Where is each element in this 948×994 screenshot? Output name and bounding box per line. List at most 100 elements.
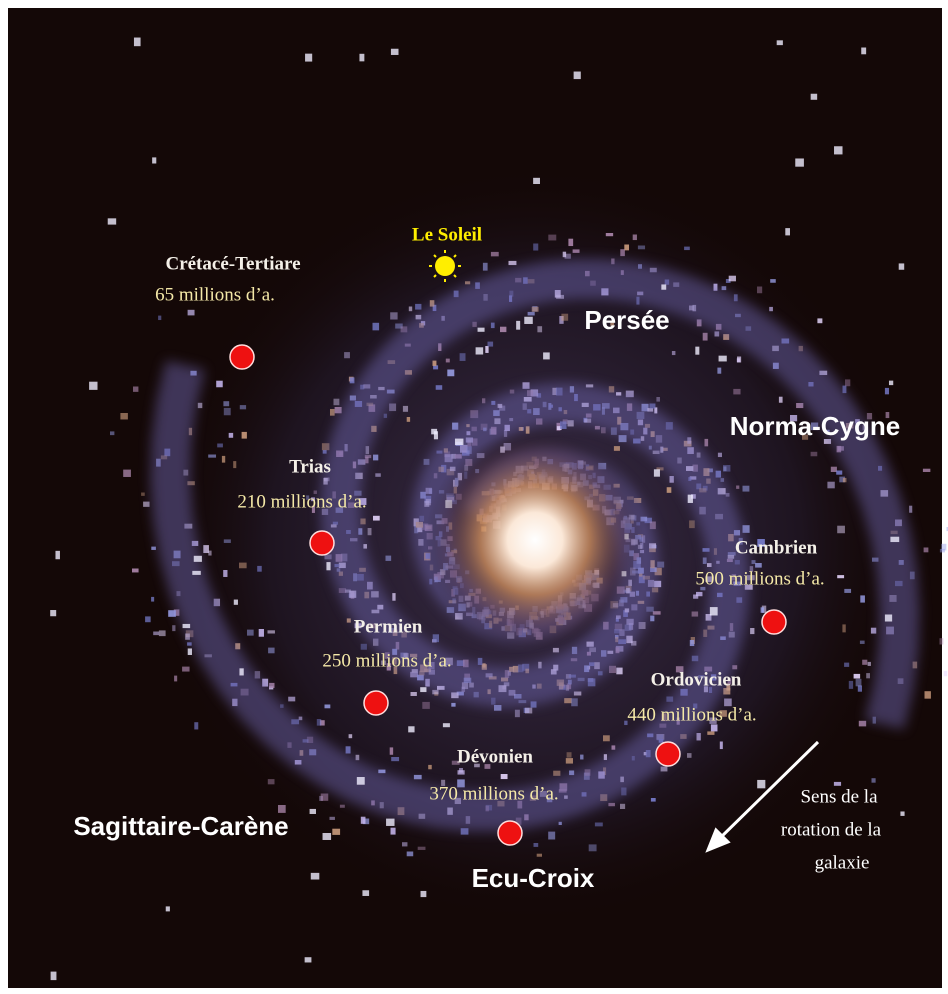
event-name: Cambrien	[735, 537, 818, 558]
star-cluster	[203, 545, 209, 553]
star-cluster	[447, 370, 454, 377]
star-cluster	[697, 733, 701, 740]
star-cluster	[182, 667, 189, 672]
star-cluster	[361, 817, 366, 824]
star	[431, 429, 437, 435]
star-cluster	[257, 566, 262, 572]
star-cluster	[553, 648, 559, 652]
star-cluster	[836, 471, 842, 475]
star-cluster	[344, 352, 350, 358]
star-cluster	[491, 323, 495, 329]
star-cluster	[566, 758, 573, 763]
star-cluster	[317, 719, 321, 726]
star-cluster	[633, 235, 637, 241]
star-cluster	[722, 286, 727, 290]
star-cluster	[390, 747, 393, 754]
star	[166, 906, 170, 911]
star-cluster	[661, 767, 668, 772]
star-cluster	[834, 782, 841, 786]
star-cluster	[909, 506, 912, 513]
star-cluster	[770, 279, 776, 283]
star-cluster	[693, 595, 698, 599]
star-cluster	[390, 312, 397, 319]
star-cluster	[110, 431, 114, 435]
star	[305, 54, 312, 62]
star	[757, 780, 765, 788]
event-age: 210 millions d’a.	[237, 491, 366, 512]
star-cluster	[862, 660, 867, 665]
star-cluster	[620, 804, 625, 809]
star-cluster	[402, 842, 407, 846]
star-cluster	[860, 595, 865, 602]
star-cluster	[515, 710, 520, 717]
star	[234, 600, 238, 605]
star	[478, 328, 485, 332]
star-cluster	[465, 281, 470, 284]
star-cluster	[711, 724, 718, 731]
star	[443, 723, 450, 727]
event-name: Crétacé-Tertiare	[165, 253, 300, 274]
star	[188, 648, 192, 655]
star	[55, 551, 59, 559]
star-cluster	[689, 520, 695, 528]
star-cluster	[743, 525, 750, 533]
star-cluster	[837, 526, 845, 534]
star-cluster	[528, 312, 535, 316]
star-cluster	[690, 640, 694, 646]
star	[889, 381, 893, 385]
star-cluster	[483, 263, 488, 271]
star-cluster	[174, 676, 177, 682]
star	[695, 347, 699, 355]
event-name: Dévonien	[457, 746, 533, 767]
star	[391, 49, 399, 55]
star-cluster	[860, 641, 865, 644]
star-cluster	[854, 674, 861, 679]
star-cluster	[656, 397, 660, 402]
star-cluster	[845, 379, 850, 386]
star-cluster	[373, 516, 380, 521]
star	[194, 556, 202, 562]
star-cluster	[755, 563, 762, 568]
star-cluster	[548, 235, 556, 241]
sun-label: Le Soleil	[412, 224, 482, 245]
star-cluster	[548, 832, 555, 840]
star	[305, 957, 312, 962]
star-cluster	[268, 779, 275, 784]
star-cluster	[224, 408, 231, 415]
star-cluster	[240, 405, 246, 409]
star	[192, 571, 201, 575]
star-cluster	[428, 765, 432, 769]
star-cluster	[349, 734, 353, 738]
star-cluster	[868, 662, 871, 666]
star-cluster	[409, 307, 412, 312]
star	[239, 668, 243, 675]
star-cluster	[330, 409, 335, 416]
star-cluster	[361, 644, 367, 650]
event-age: 65 millions d’a.	[155, 284, 275, 305]
event-dot	[498, 821, 522, 845]
star-cluster	[239, 563, 247, 569]
star-cluster	[537, 326, 542, 332]
star-cluster	[340, 805, 345, 808]
star	[890, 537, 899, 542]
star-cluster	[705, 439, 709, 446]
event-name: Permien	[354, 616, 423, 637]
star-cluster	[651, 798, 656, 802]
star-cluster	[459, 768, 463, 773]
star	[654, 469, 660, 476]
star	[900, 811, 904, 815]
star-cluster	[151, 597, 154, 602]
star	[524, 317, 533, 324]
star-cluster	[216, 381, 223, 388]
star-cluster	[811, 452, 818, 456]
star-cluster	[143, 502, 149, 507]
star-cluster	[707, 731, 714, 734]
galaxy-diagram: Le Soleil Crétacé-Tertiare 65 millions d’…	[0, 0, 948, 994]
star-cluster	[844, 663, 849, 667]
star-cluster	[872, 778, 876, 782]
star	[574, 72, 581, 80]
star-cluster	[172, 625, 175, 631]
star-cluster	[525, 708, 532, 714]
rotation-note: galaxie	[815, 852, 870, 873]
star-cluster	[589, 844, 597, 851]
